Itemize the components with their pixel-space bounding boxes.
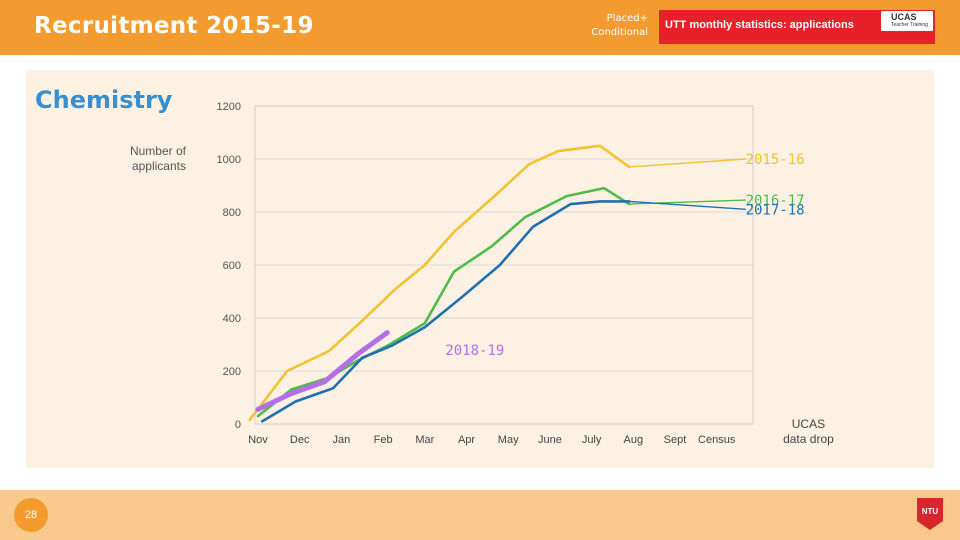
x-tick-label: May — [498, 434, 519, 446]
y-tick-label: 400 — [223, 313, 241, 325]
y-tick-labels: 0 200 400 600 800 1000 1200 — [217, 101, 241, 431]
utt-banner: UTT monthly statistics: applications UCA… — [659, 10, 935, 44]
x-tick-label-ucas-line2: data drop — [783, 432, 834, 446]
placed-label-line2: Conditional — [591, 27, 648, 38]
ntu-logo-text: NTU — [922, 507, 939, 516]
y-axis-label-line1: Number of — [129, 144, 186, 158]
x-tick-label: July — [582, 434, 602, 446]
x-tick-label: Aug — [624, 434, 644, 446]
y-tick-label: 800 — [223, 207, 241, 219]
series-line-2017-18 — [260, 200, 631, 423]
y-tick-label: 600 — [223, 260, 241, 272]
ntu-logo-icon: NTU — [917, 498, 943, 530]
ucas-logo: UCAS Teacher Training — [881, 11, 933, 31]
x-tick-label-ucas-line1: UCAS — [792, 417, 825, 431]
y-axis-label: Number of applicants — [100, 144, 186, 174]
y-axis-label-line2: applicants — [131, 159, 186, 173]
footer-bar — [0, 490, 960, 540]
leader-line-2017-18 — [629, 200, 746, 211]
page-title: Recruitment 2015-19 — [34, 13, 314, 39]
series-label-2015-16: 2015-16 — [746, 152, 805, 168]
x-tick-labels: Nov Dec Jan Feb Mar Apr May June July Aug Sept Cens… — [248, 417, 834, 446]
series-line-2016-17 — [256, 186, 631, 418]
y-tick-label: 0 — [235, 419, 241, 431]
page-number-badge: 28 — [14, 498, 48, 532]
x-tick-label: Jan — [333, 434, 351, 446]
y-tick-label: 1200 — [217, 101, 241, 113]
placed-conditional-label: Placed+ Conditional — [560, 12, 648, 40]
x-tick-label: Dec — [290, 434, 310, 446]
series-label-2018-19: 2018-19 — [445, 343, 504, 359]
series-lines — [248, 144, 746, 423]
y-tick-label: 200 — [223, 366, 241, 378]
series-line-2015-16 — [248, 144, 631, 422]
leader-line-2015-16 — [629, 158, 746, 168]
plot-area-border — [254, 105, 754, 425]
y-tick-label: 1000 — [217, 154, 241, 166]
placed-label-line1: Placed+ — [606, 13, 648, 24]
ucas-logo-text: UCAS — [891, 12, 917, 22]
chart-panel — [26, 70, 934, 468]
banner-text: UTT monthly statistics: applications — [665, 19, 854, 31]
ucas-logo-subtext: Teacher Training — [891, 22, 928, 28]
series-label-2016-17: 2016-17 — [746, 193, 805, 209]
x-tick-label: Nov — [248, 434, 268, 446]
series-line-2018-19 — [255, 330, 390, 412]
x-tick-label: June — [538, 434, 562, 446]
x-tick-label: Apr — [458, 434, 475, 446]
x-tick-label: Sept — [664, 434, 687, 446]
x-tick-label: Mar — [415, 434, 434, 446]
series-label-2017-18: 2017-18 — [746, 202, 805, 218]
x-tick-label: Feb — [374, 434, 393, 446]
x-tick-label: Census — [698, 434, 736, 446]
subject-title: Chemistry — [35, 86, 173, 114]
